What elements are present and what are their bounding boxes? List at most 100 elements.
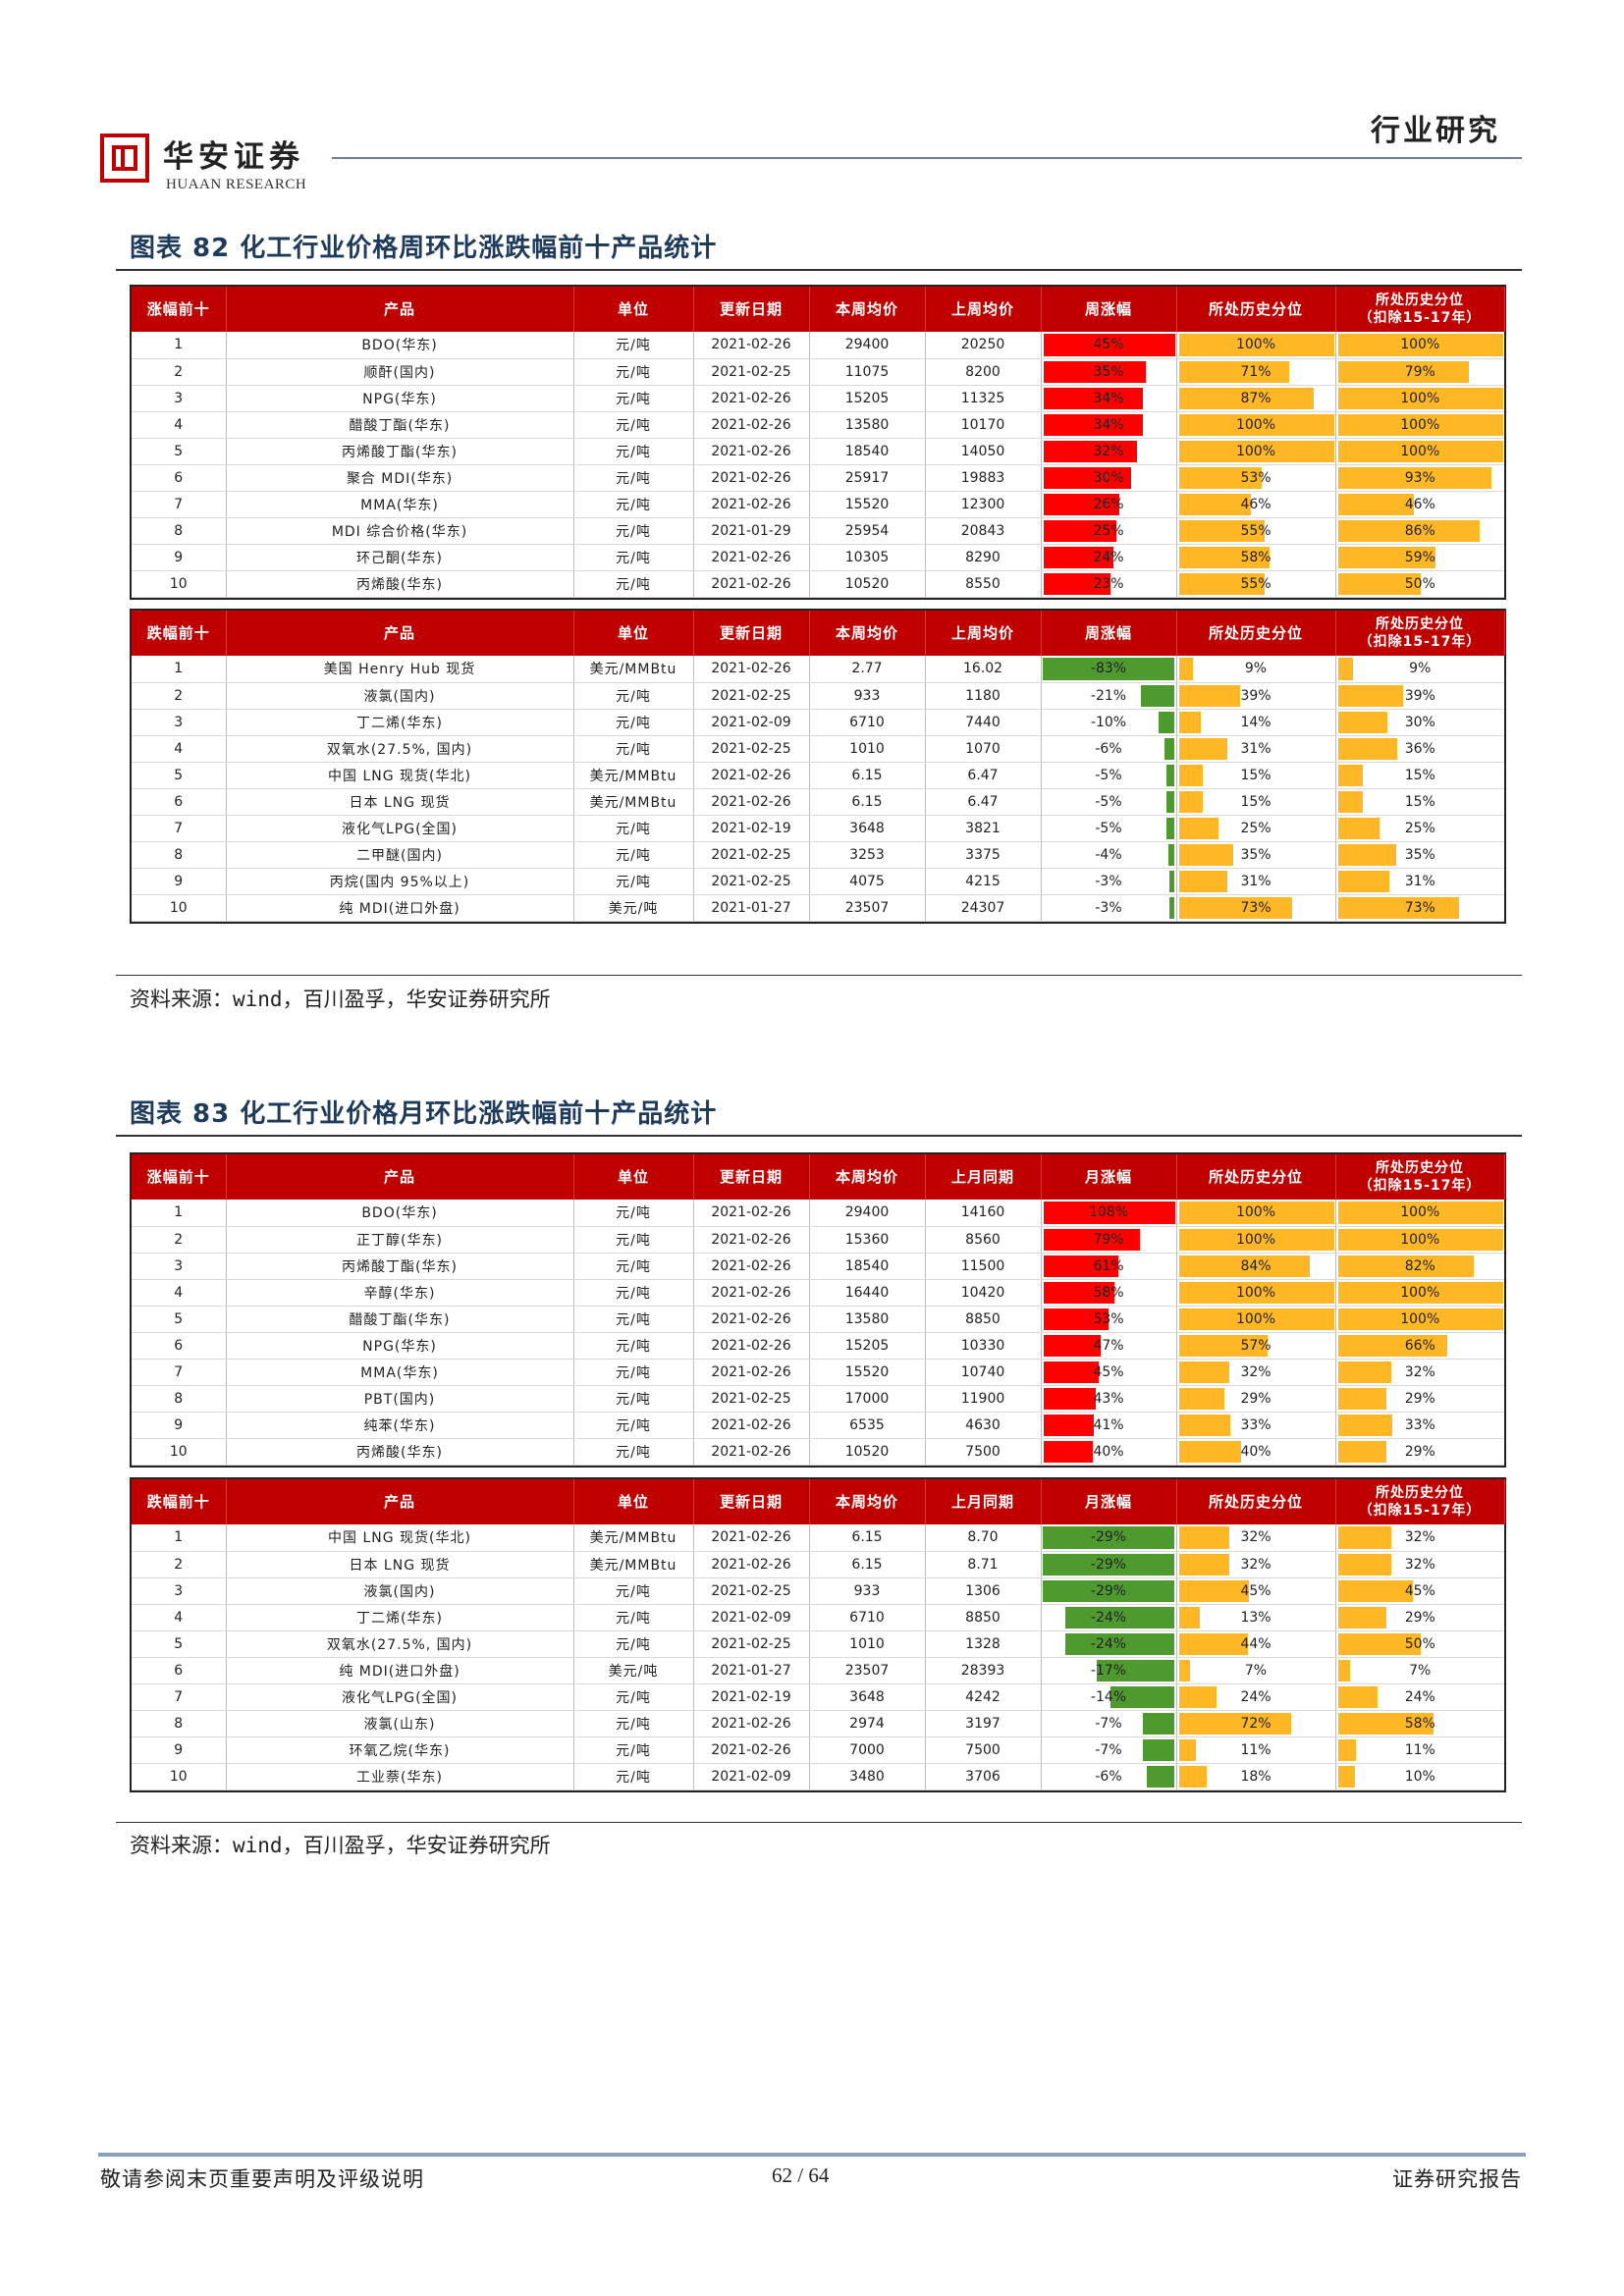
historical-percentile-ex1517-label: 100% [1400,1310,1440,1327]
product-cell: 中国 LNG 现货(华北) [226,762,574,789]
table-row: 7 液化气LPG(全国) 元/吨 2021-02-19 3648 4242 -14% 24% 2… [132,1683,1504,1711]
historical-percentile-ex1517-cell: 9% [1335,656,1504,683]
rank-cell: 4 [132,411,227,439]
historical-percentile-label: 84% [1240,1257,1272,1274]
change-label: -24% [1090,1609,1127,1626]
previous-price-cell: 3197 [925,1710,1042,1737]
change-label: 32% [1093,443,1124,459]
historical-percentile-cell: 55% [1176,517,1336,545]
historical-percentile-cell: 13% [1176,1604,1336,1631]
historical-percentile-ex1517-cell: 58% [1335,1710,1504,1737]
historical-percentile-cell: 25% [1176,815,1336,842]
change-bar-cell: -14% [1041,1683,1177,1711]
historical-percentile-label: 13% [1240,1609,1272,1626]
page-number: 62 / 64 [772,2163,830,2187]
historical-percentile-ex1517-bar [1337,1387,1386,1410]
historical-percentile-ex1517-bar [1337,1361,1391,1383]
historical-percentile-bar [1178,1228,1334,1251]
historical-percentile-ex1517-label: 50% [1404,1635,1435,1652]
historical-percentile-bar [1178,711,1201,733]
change-label: -5% [1095,767,1122,783]
date-cell: 2021-02-26 [693,1710,810,1737]
historical-percentile-ex1517-cell: 100% [1335,1306,1504,1333]
historical-percentile-bar [1178,1334,1268,1357]
historical-percentile-cell: 9% [1176,656,1336,683]
historical-percentile-ex1517-bar [1337,466,1491,489]
unit-cell: 元/吨 [573,1604,694,1631]
change-bar-cell: -83% [1041,656,1177,683]
historical-percentile-label: 73% [1240,899,1272,916]
product-cell: 醋酸丁酯(华东) [226,411,574,439]
previous-price-cell: 4215 [925,868,1042,895]
current-price-cell: 15520 [809,1359,926,1386]
change-bar-cell: 35% [1041,358,1177,386]
previous-price-cell: 10740 [925,1359,1042,1386]
current-price-cell: 29400 [809,332,926,359]
historical-percentile-ex1517-label: 31% [1404,873,1435,889]
historical-percentile-ex1517-label: 15% [1404,767,1435,783]
historical-percentile-ex1517-label: 100% [1400,443,1440,459]
footer-report-type: 证券研究报告 [1392,2167,1522,2191]
historical-percentile-bar [1178,737,1227,760]
product-cell: MMA(华东) [226,491,574,518]
table-header-row: 涨幅前十 产品 单位 更新日期 本周均价 上周均价 周涨幅 所处历史分位 所处历史分位 （扣除1… [132,287,1505,332]
change-bar-cell: -3% [1041,894,1177,922]
current-price-cell: 13580 [809,1306,926,1333]
figure-83-title-rule [116,1135,1522,1137]
historical-percentile-label: 100% [1235,416,1276,433]
product-cell: 环氧乙烷(华东) [226,1736,574,1764]
table-row: 4 双氧水(27.5%, 国内) 元/吨 2021-02-25 1010 1070 -6% 3… [132,735,1504,763]
unit-cell: 元/吨 [573,385,694,412]
date-cell: 2021-02-26 [693,656,810,683]
historical-percentile-ex1517-cell: 50% [1335,570,1504,598]
historical-percentile-bar [1178,360,1289,383]
historical-percentile-ex1517-cell: 45% [1335,1577,1504,1605]
table-row: 8 二甲醚(国内) 元/吨 2021-02-25 3253 3375 -4% 35% 35% [132,841,1504,869]
historical-percentile-ex1517-label: 36% [1404,740,1435,757]
historical-percentile-ex1517-label: 46% [1404,496,1435,512]
column-header: 单位 [573,287,694,332]
historical-percentile-ex1517-label: 35% [1404,846,1435,863]
unit-cell: 元/吨 [573,868,694,895]
previous-price-cell: 14160 [925,1200,1042,1227]
change-bar [1164,737,1174,760]
change-bar-cell: -7% [1041,1710,1177,1737]
historical-percentile-cell: 53% [1176,464,1336,492]
historical-percentile-label: 15% [1240,793,1272,810]
historical-percentile-ex1517-bar [1337,1440,1386,1463]
historical-percentile-ex1517-label: 45% [1404,1582,1435,1599]
current-price-cell: 1010 [809,735,926,763]
current-price-cell: 4075 [809,868,926,895]
column-header: 更新日期 [693,611,810,656]
historical-percentile-cell: 100% [1176,1279,1336,1307]
unit-cell: 元/吨 [573,1253,694,1280]
previous-price-cell: 8.70 [925,1524,1042,1552]
historical-percentile-ex1517-cell: 7% [1335,1657,1504,1684]
historical-percentile-ex1517-bar [1337,658,1353,680]
historical-percentile-cell: 18% [1176,1763,1336,1790]
rank-cell: 9 [132,1412,227,1439]
change-bar-cell: -7% [1041,1736,1177,1764]
column-header: 更新日期 [693,1154,810,1200]
unit-cell: 元/吨 [573,1438,694,1466]
column-header: 跌幅前十 [132,1479,227,1524]
unit-cell: 元/吨 [573,570,694,598]
date-cell: 2021-02-26 [693,1253,810,1280]
historical-percentile-label: 31% [1240,740,1272,757]
rank-cell: 8 [132,841,227,869]
column-header: 月涨幅 [1041,1479,1177,1524]
historical-percentile-ex1517-cell: 15% [1335,762,1504,789]
historical-percentile-cell: 31% [1176,735,1336,763]
historical-percentile-label: 29% [1240,1390,1272,1407]
historical-percentile-cell: 84% [1176,1253,1336,1280]
change-bar [1064,1606,1174,1629]
historical-percentile-label: 100% [1235,1231,1276,1248]
rank-cell: 6 [132,788,227,816]
previous-price-cell: 12300 [925,491,1042,518]
product-cell: 辛醇(华东) [226,1279,574,1307]
previous-price-cell: 1180 [925,682,1042,710]
historical-percentile-bar [1178,896,1292,919]
change-label: 108% [1088,1204,1129,1221]
table-row: 6 聚合 MDI(华东) 元/吨 2021-02-26 25917 19883 30% 53%… [132,464,1504,492]
change-bar-cell: -24% [1041,1604,1177,1631]
